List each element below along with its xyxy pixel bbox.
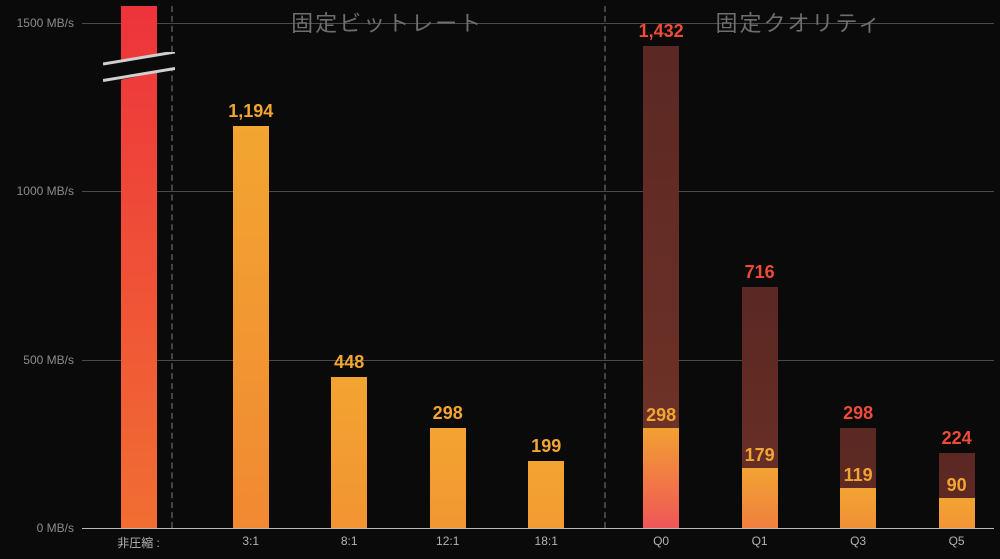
bar-value-label: 224 [942,428,972,453]
bar-value-label: 2,888 [116,0,161,6]
plot-area: 0 MB/s500 MB/s1000 MB/s1500 MB/s固定ビットレート… [82,6,994,528]
bar-overlay-value-label: 179 [745,445,775,468]
section-title: 固定ビットレート [291,6,483,38]
bar: 199 [528,461,564,528]
bar: 298 [430,428,466,528]
bar-overlay-value-label: 119 [844,465,873,488]
section-title: 固定クオリティ [715,6,882,38]
category-label: Q1 [752,528,768,548]
category-label: 非圧縮 : [117,528,160,551]
category-label: Q5 [949,528,965,548]
y-tick-label: 500 MB/s [23,353,82,367]
category-label: 8:1 [341,528,358,548]
category-label: 12:1 [436,528,459,548]
section-divider [171,6,173,528]
section-divider [604,6,606,528]
category-label: 3:1 [242,528,259,548]
bar-value-label: 199 [531,436,561,461]
bar-value-label: 448 [334,352,364,377]
bar-overlay: 119 [840,488,876,528]
category-label: 18:1 [535,528,558,548]
bitrate-quality-bar-chart: 0 MB/s 500 MB/s 1000 MB/s 1500 MB/s 固定ビットレート… [0,0,1000,559]
bar-overlay: 298 [643,428,679,528]
bar: 2,888 [121,6,157,528]
category-label: Q3 [850,528,866,548]
gridline [82,360,994,361]
bar-overlay-value-label: 298 [646,405,676,428]
bar-value-label: 298 [433,403,463,428]
bar-value-label: 1,432 [639,21,684,46]
category-label: Q0 [653,528,669,548]
y-tick-label: 0 MB/s [37,521,82,535]
y-tick-label: 1500 MB/s [17,16,82,30]
gridline [82,191,994,192]
bar: 1,194 [233,126,269,528]
bar-value-label: 716 [745,262,775,287]
y-tick-label: 1000 MB/s [17,184,82,198]
bar: 448 [331,377,367,528]
bar-overlay-value-label: 90 [947,475,967,498]
bar-overlay: 179 [742,468,778,528]
bar-value-label: 298 [843,403,873,428]
bar-overlay: 90 [939,498,975,528]
bar-value-label: 1,194 [228,101,273,126]
